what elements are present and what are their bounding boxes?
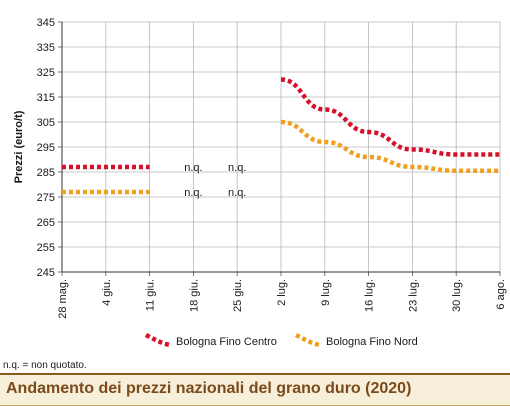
x-tick-label: 9 lug.	[320, 279, 332, 306]
legend-label: Bologna Fino Nord	[326, 336, 418, 348]
y-tick-label: 275	[37, 192, 55, 204]
x-tick-label: 28 mag.	[57, 279, 69, 319]
y-tick-label: 325	[37, 67, 55, 79]
y-tick-label: 295	[37, 142, 55, 154]
x-tick-label: 18 giu.	[188, 279, 200, 312]
y-axis-label: Prezzi (euro/t)	[13, 110, 25, 183]
chart-caption: Andamento dei prezzi nazionali del grano…	[6, 380, 412, 397]
x-tick-label: 23 lug.	[407, 279, 419, 312]
x-tick-label: 25 giu.	[232, 279, 244, 312]
annotation-nq: n.q.	[228, 162, 246, 174]
legend-label: Bologna Fino Centro	[176, 336, 277, 348]
legend-swatch-nord	[294, 332, 321, 348]
line-chart: 245 255 265 275 285 295 305 315 325 335 345 28 mag.…	[13, 17, 507, 348]
caption-bar: Andamento dei prezzi nazionali del grano…	[0, 373, 510, 406]
footnote: n.q. = non quotato.	[3, 360, 87, 371]
x-tick-label: 6 ago.	[495, 279, 507, 310]
chart: 245 255 265 275 285 295 305 315 325 335 345 28 mag.…	[13, 17, 507, 348]
x-tick-label: 4 giu.	[101, 279, 113, 306]
series-line-nord	[280, 119, 500, 174]
y-tick-label: 315	[37, 92, 55, 104]
y-tick-label: 285	[37, 167, 55, 179]
x-tick-label: 2 lug.	[276, 279, 288, 306]
x-tick-label: 11 giu.	[145, 279, 157, 311]
y-tick-label: 305	[37, 117, 55, 129]
annotation-nq: n.q.	[184, 187, 202, 199]
x-tick-label: 16 lug.	[364, 279, 376, 312]
y-tick-label: 345	[37, 17, 55, 29]
legend-swatch-centro	[144, 332, 171, 348]
y-tick-label: 245	[37, 267, 55, 279]
y-tick-label: 255	[37, 242, 55, 254]
annotation-nq: n.q.	[184, 162, 202, 174]
x-tick-label: 30 lug.	[451, 279, 463, 312]
y-tick-label: 335	[37, 42, 55, 54]
annotation-nq: n.q.	[228, 187, 246, 199]
y-tick-label: 265	[37, 217, 55, 229]
